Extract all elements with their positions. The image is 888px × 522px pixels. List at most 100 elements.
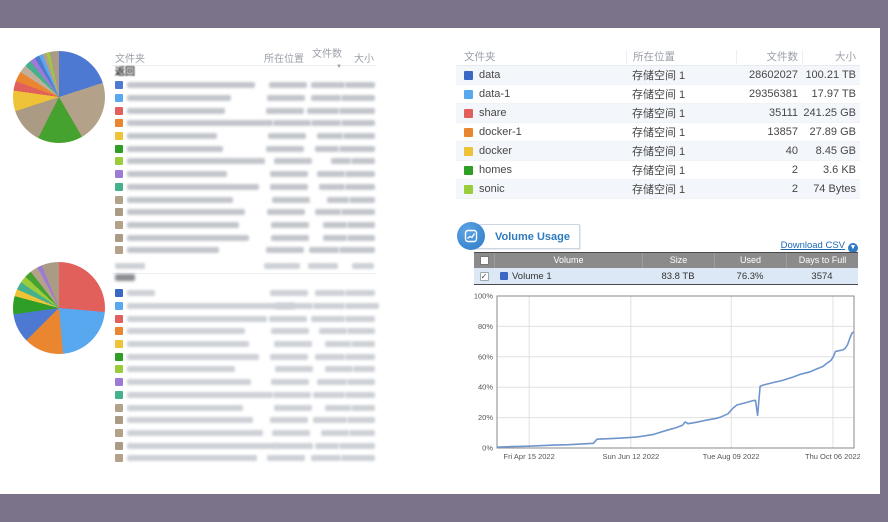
table-row[interactable]: share 存储空间 1 35111 241.25 GB [456,104,860,123]
list-item[interactable] [112,168,376,181]
table-row[interactable]: docker-1 存储空间 1 13857 27.89 GB [456,123,860,142]
table-row[interactable]: docker 存储空间 1 40 8.45 GB [456,142,860,161]
table-row[interactable]: data-1 存储空间 1 29356381 17.97 TB [456,85,860,104]
folder-location: 存储空间 1 [632,89,686,101]
folder-color-swatch [115,233,123,242]
list-header-row: 文件夹 所在位置 文件数▼ 大小 [112,49,376,70]
folder-color-swatch [464,108,473,118]
svg-text:80%: 80% [478,322,493,331]
folder-color-swatch [115,94,123,103]
pie-chart-bottom[interactable] [13,262,105,354]
folder-color-swatch [115,157,123,166]
back-row[interactable]: 返回 [115,67,135,78]
list-item[interactable] [112,130,376,143]
column-header-folder[interactable]: 文件夹 [115,54,145,65]
folder-count: 2 [791,164,798,176]
folder-size: 3.6 KB [822,164,856,176]
column-header-used[interactable]: Used [714,253,786,268]
column-header-count[interactable]: 文件数 [736,49,802,64]
table-row[interactable]: sonic 存储空间 1 2 74 Bytes [456,180,860,199]
folder-size: 241.25 GB [803,107,856,119]
table-row[interactable]: data 存储空间 1 28602027 100.21 TB [456,66,860,85]
folder-color-swatch [115,220,123,229]
list-item[interactable] [112,427,376,440]
list-item[interactable] [112,219,376,232]
volume-row[interactable]: ✓ Volume 1 83.8 TB 76.3% 3574 [474,268,858,284]
list-item[interactable] [112,206,376,219]
content-panel: 文件夹 所在位置 文件数▼ 大小 返回 [0,28,880,494]
volume-usage-tab: Volume Usage [472,224,580,249]
list-item[interactable] [112,350,376,363]
volume-usage-icon [457,222,485,250]
column-header-volume[interactable]: Volume [494,253,642,268]
list-item[interactable] [112,312,376,325]
list-item[interactable] [112,300,379,313]
column-header-size[interactable]: 大小 [802,49,860,64]
column-header-size[interactable]: 大小 [354,54,374,65]
column-header-size[interactable]: Size [642,253,714,268]
folder-color-swatch [115,106,123,115]
folder-size: 100.21 TB [805,69,856,81]
list-item[interactable] [112,231,376,244]
svg-text:0%: 0% [482,444,493,453]
line-chart-svg: 0% 20% 40% 60% 80% 100% Fri Apr 15 2022 Sun Jun… [474,292,861,462]
volume-checkbox[interactable]: ✓ [479,271,489,281]
folder-color-swatch [115,195,123,204]
volume-name: Volume 1 [512,270,552,282]
list-item[interactable] [112,142,376,155]
column-header-days-to-full[interactable]: Days to Full [786,253,858,268]
folder-color-swatch [464,146,473,156]
folder-name: sonic [479,183,505,195]
folder-color-swatch [115,428,123,437]
list-item[interactable] [112,452,376,465]
list-item[interactable] [112,439,376,452]
list-item[interactable] [112,155,376,168]
folder-location: 存储空间 1 [632,146,686,158]
list-item[interactable] [112,104,376,117]
pie-chart-top[interactable] [13,51,105,143]
download-csv-link[interactable]: Download CSV [780,240,845,251]
folder-name: data-1 [479,88,511,100]
list-item[interactable] [112,376,376,389]
table-row[interactable]: homes 存储空间 1 2 3.6 KB [456,161,860,180]
column-header-folder[interactable]: 文件夹 [464,50,496,63]
volume-table: Volume Size Used Days to Full ✓ Volume 1… [474,252,858,285]
list-item[interactable] [112,363,376,376]
list-item[interactable] [112,244,376,257]
list-item[interactable] [112,338,376,351]
list-item[interactable] [112,287,376,300]
column-header-location[interactable]: 所在位置 [264,54,304,65]
folder-count: 40 [785,145,798,157]
folder-color-swatch [115,81,123,90]
folder-location: 存储空间 1 [632,70,686,82]
column-header-location[interactable]: 所在位置 [626,49,736,64]
folder-name: data [479,69,501,81]
blurred-header-bar [264,262,300,269]
folder-color-swatch [115,340,123,349]
list-item[interactable] [112,389,376,402]
select-all-checkbox[interactable] [474,253,494,268]
list-item[interactable] [112,181,376,194]
folder-color-swatch [115,352,123,361]
download-icon[interactable]: ▼ [848,243,858,253]
list-item[interactable] [112,193,376,206]
back-row-blurred[interactable] [112,274,376,287]
list-item[interactable] [112,401,376,414]
folder-color-swatch [464,70,473,80]
list-item[interactable] [112,414,376,427]
list-item[interactable] [112,117,376,130]
list-item[interactable] [112,325,376,338]
list-item[interactable] [112,79,376,92]
list-header-row-blurred [112,258,376,274]
column-header-count-sorted[interactable]: 文件数▼ [312,48,342,70]
folder-location: 存储空间 1 [632,184,686,196]
svg-text:40%: 40% [478,383,493,392]
volume-usage-title: Volume Usage [495,230,570,243]
folder-color-swatch [115,170,123,179]
list-item[interactable] [112,92,376,105]
folder-location: 存储空间 1 [632,165,686,177]
folder-color-swatch [464,127,473,137]
svg-text:Thu Oct 06 2022: Thu Oct 06 2022 [805,452,860,461]
folder-count: 29356381 [749,88,798,100]
folder-color-swatch [115,454,123,463]
